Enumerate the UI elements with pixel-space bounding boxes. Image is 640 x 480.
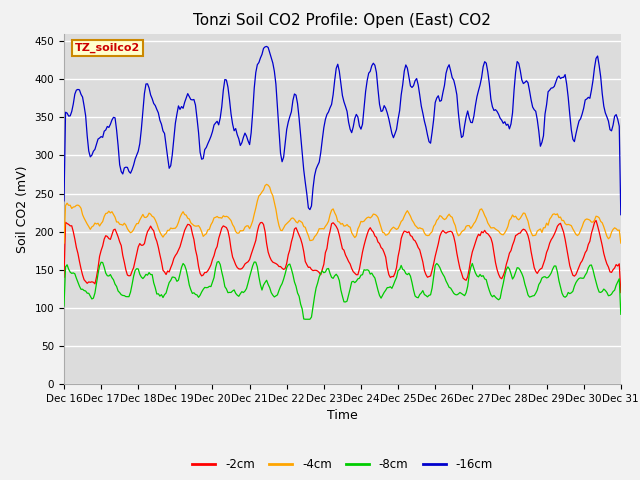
Text: TZ_soilco2: TZ_soilco2 [75,43,140,53]
Title: Tonzi Soil CO2 Profile: Open (East) CO2: Tonzi Soil CO2 Profile: Open (East) CO2 [193,13,492,28]
Y-axis label: Soil CO2 (mV): Soil CO2 (mV) [16,165,29,252]
X-axis label: Time: Time [327,409,358,422]
Legend: -2cm, -4cm, -8cm, -16cm: -2cm, -4cm, -8cm, -16cm [187,454,498,476]
